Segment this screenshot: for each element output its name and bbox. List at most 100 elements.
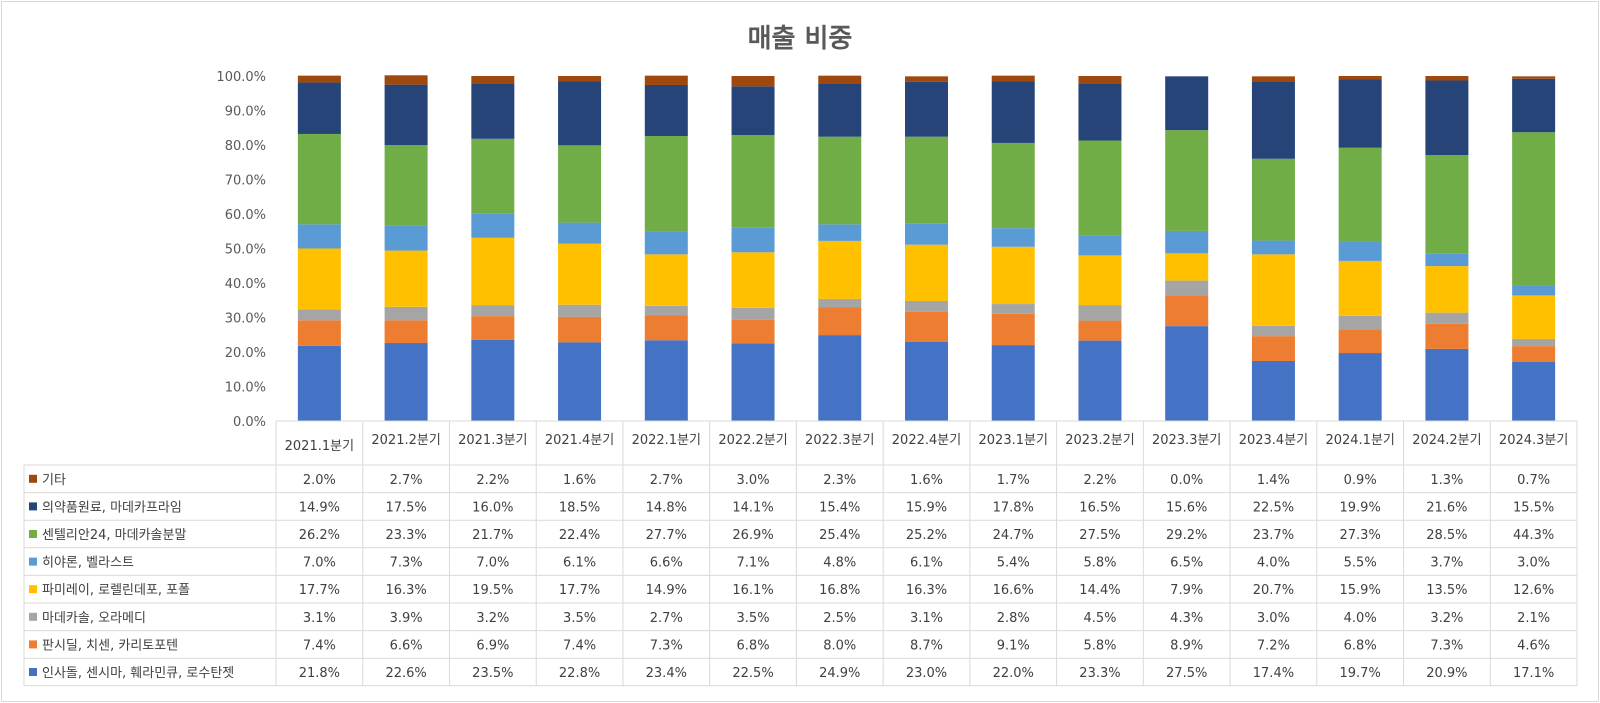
bar-segment xyxy=(384,320,428,344)
bar-segment xyxy=(731,307,775,320)
data-label: 8.7% xyxy=(910,638,943,653)
data-label: 25.4% xyxy=(819,528,860,543)
bar-segment xyxy=(644,231,688,255)
bar-segment xyxy=(818,75,862,84)
bar-segment xyxy=(1512,76,1556,79)
bar-segment xyxy=(1251,336,1295,361)
bar-segment xyxy=(991,304,1035,314)
data-label: 16.0% xyxy=(472,500,513,515)
y-tick-label: 30.0% xyxy=(225,312,266,327)
bar-segment xyxy=(558,76,602,82)
bar-segment xyxy=(471,213,515,238)
data-label: 22.5% xyxy=(732,666,773,681)
data-label: 23.7% xyxy=(1253,528,1294,543)
bar-segment xyxy=(1165,76,1209,131)
bar-segment xyxy=(1512,132,1556,286)
bar-segment xyxy=(818,335,862,421)
series-name: 인사돌, 센시마, 훼라민큐, 로수탄젯 xyxy=(42,666,234,681)
category-label: 2023.1분기 xyxy=(979,433,1048,448)
series-name: 기타 xyxy=(42,473,66,488)
bar-segment xyxy=(644,340,688,421)
bar-segment xyxy=(1165,253,1209,281)
y-tick-label: 70.0% xyxy=(225,174,266,189)
data-label: 14.4% xyxy=(1079,583,1120,598)
data-label: 3.1% xyxy=(910,611,943,626)
bar-segment xyxy=(558,243,602,305)
data-label: 2.8% xyxy=(997,611,1030,626)
data-label: 3.0% xyxy=(1517,556,1550,571)
bar-segment xyxy=(818,136,862,225)
bar-segment xyxy=(991,228,1035,247)
bar-segment xyxy=(731,86,775,135)
bar-segment xyxy=(818,224,862,241)
data-label: 12.6% xyxy=(1513,583,1554,598)
series-name: 히야론, 벨라스트 xyxy=(42,556,134,571)
series-name: 판시딜, 치센, 카리토포텐 xyxy=(42,638,178,653)
data-label: 19.7% xyxy=(1340,666,1381,681)
data-label: 1.4% xyxy=(1257,473,1290,488)
data-label: 22.0% xyxy=(993,666,1034,681)
bar-segment xyxy=(1512,285,1556,296)
data-label: 17.4% xyxy=(1253,666,1294,681)
data-label: 3.0% xyxy=(737,473,770,488)
data-label: 22.8% xyxy=(559,666,600,681)
data-label: 1.3% xyxy=(1430,473,1463,488)
data-label: 6.1% xyxy=(910,556,943,571)
bar-segment xyxy=(731,227,775,253)
data-label: 17.8% xyxy=(993,500,1034,515)
bar-segment xyxy=(1078,235,1122,256)
bar-segment xyxy=(1078,320,1122,341)
data-label: 24.9% xyxy=(819,666,860,681)
data-label: 22.6% xyxy=(385,666,426,681)
bar-segment xyxy=(297,309,341,321)
bar-segment xyxy=(471,316,515,340)
data-label: 22.4% xyxy=(559,528,600,543)
data-label: 29.2% xyxy=(1166,528,1207,543)
bar-segment xyxy=(1425,80,1469,156)
data-label: 16.3% xyxy=(906,583,947,598)
data-label: 1.6% xyxy=(563,473,596,488)
data-label: 16.1% xyxy=(732,583,773,598)
data-label: 2.1% xyxy=(1517,611,1550,626)
bar-segment xyxy=(905,341,948,421)
data-label: 17.7% xyxy=(559,583,600,598)
data-label: 9.1% xyxy=(997,638,1030,653)
bar-segment xyxy=(1078,255,1122,306)
bar-segment xyxy=(818,307,862,336)
y-tick-label: 80.0% xyxy=(225,139,266,154)
bar-segment xyxy=(1512,295,1556,339)
data-label: 15.4% xyxy=(819,500,860,515)
data-label: 6.8% xyxy=(737,638,770,653)
bar-segment xyxy=(991,345,1035,421)
data-label: 2.7% xyxy=(650,473,683,488)
data-label: 23.4% xyxy=(646,666,687,681)
category-label: 2024.3분기 xyxy=(1499,433,1568,448)
data-label: 26.9% xyxy=(732,528,773,543)
y-tick-label: 10.0% xyxy=(225,381,266,396)
bar-segment xyxy=(905,81,948,137)
bar-segment xyxy=(1512,78,1556,133)
bar-segment xyxy=(471,83,515,139)
bar-segment xyxy=(1425,312,1469,324)
data-label: 20.9% xyxy=(1426,666,1467,681)
legend-key xyxy=(29,557,37,566)
y-tick-label: 50.0% xyxy=(225,243,266,258)
legend-key xyxy=(29,530,37,538)
bar-segment xyxy=(384,84,428,145)
data-label: 7.4% xyxy=(563,638,596,653)
data-label: 27.5% xyxy=(1079,528,1120,543)
data-label: 2.0% xyxy=(303,473,336,488)
data-label: 44.3% xyxy=(1513,528,1554,543)
bar-segment xyxy=(1251,240,1295,255)
bar-segment xyxy=(1078,340,1122,421)
data-label: 5.5% xyxy=(1344,556,1377,571)
data-label: 6.1% xyxy=(563,556,596,571)
bar-segment xyxy=(644,305,688,316)
data-label: 24.7% xyxy=(993,528,1034,543)
bar-segment xyxy=(644,136,688,232)
bar-segment xyxy=(384,75,428,85)
bar-segment xyxy=(297,75,341,83)
bar-segment xyxy=(1425,76,1469,81)
category-label: 2023.3분기 xyxy=(1152,433,1221,448)
